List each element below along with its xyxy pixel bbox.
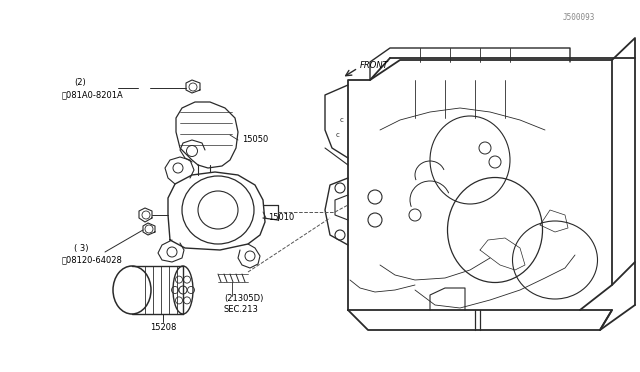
Text: 15050: 15050 xyxy=(242,135,268,144)
Text: Ⓑ08120-64028: Ⓑ08120-64028 xyxy=(62,256,123,264)
Text: 15010: 15010 xyxy=(268,214,294,222)
Text: SEC.213: SEC.213 xyxy=(224,305,259,314)
Text: J500093: J500093 xyxy=(563,13,595,22)
Text: ( 3): ( 3) xyxy=(74,244,88,253)
Text: (21305D): (21305D) xyxy=(224,295,264,304)
Text: c: c xyxy=(340,117,344,123)
Text: FRONT: FRONT xyxy=(360,61,388,70)
Text: c: c xyxy=(336,132,340,138)
Text: 15208: 15208 xyxy=(150,324,176,333)
Text: Ⓑ081A0-8201A: Ⓑ081A0-8201A xyxy=(62,90,124,99)
Text: (2): (2) xyxy=(74,78,86,87)
